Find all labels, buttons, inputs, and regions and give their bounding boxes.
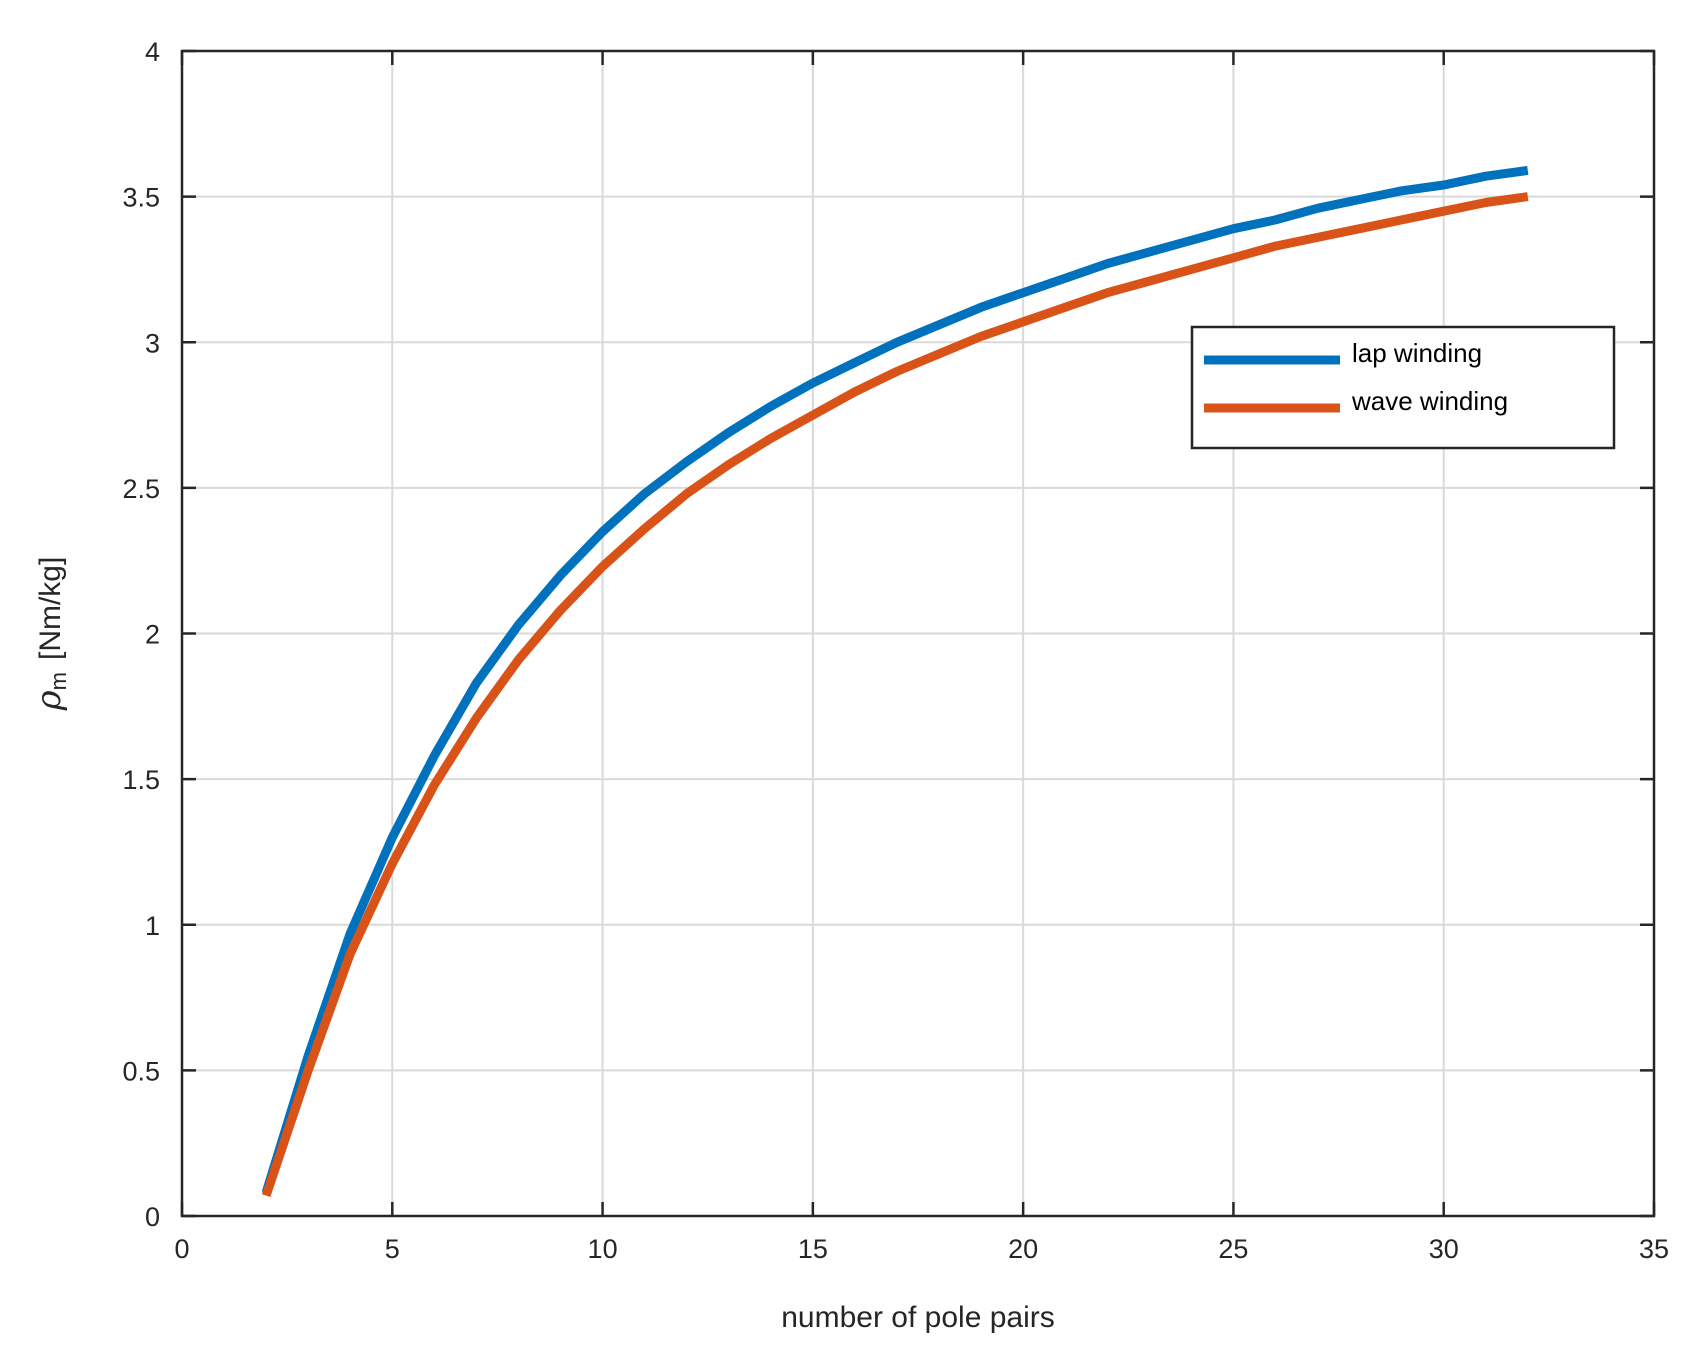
legend-label-wave-winding: wave winding (1351, 386, 1508, 416)
y-tick-label: 3 (145, 328, 160, 358)
tick-labels: 0 5 10 15 20 25 30 35 0 0.5 1 1.5 2 2.5 3 3.5 4 (122, 37, 1669, 1264)
x-tick-label: 15 (798, 1234, 828, 1264)
y-tick-label: 2.5 (122, 474, 160, 504)
y-tick-label: 1 (145, 911, 160, 941)
x-axis-label: number of pole pairs (781, 1301, 1055, 1334)
y-axis-label: ρm [Nm/kg] (29, 557, 71, 712)
y-axis-subscript: m (46, 672, 71, 690)
x-tick-label: 5 (385, 1234, 400, 1264)
y-tick-label: 0 (145, 1202, 160, 1232)
x-tick-label: 10 (588, 1234, 618, 1264)
y-tick-label: 1.5 (122, 765, 160, 795)
series-lines (261, 165, 1529, 1198)
x-tick-label: 25 (1218, 1234, 1248, 1264)
y-tick-label: 3.5 (122, 183, 160, 213)
y-axis-symbol: ρ (29, 690, 69, 711)
y-axis-unit: [Nm/kg] (34, 557, 67, 660)
legend-box (1190, 325, 1616, 450)
x-tick-label: 20 (1008, 1234, 1038, 1264)
series-line (261, 192, 1529, 1198)
x-tick-label: 35 (1639, 1234, 1669, 1264)
y-tick-label: 4 (145, 37, 160, 67)
legend: lap winding wave winding (1190, 325, 1616, 450)
y-tick-label: 0.5 (122, 1056, 160, 1086)
series-line (261, 165, 1529, 1195)
grid-lines (182, 51, 1654, 1216)
x-tick-label: 30 (1429, 1234, 1459, 1264)
legend-label-lap-winding: lap winding (1352, 338, 1482, 368)
ticks (180, 49, 1656, 1218)
y-tick-label: 2 (145, 620, 160, 650)
x-tick-label: 0 (174, 1234, 189, 1264)
